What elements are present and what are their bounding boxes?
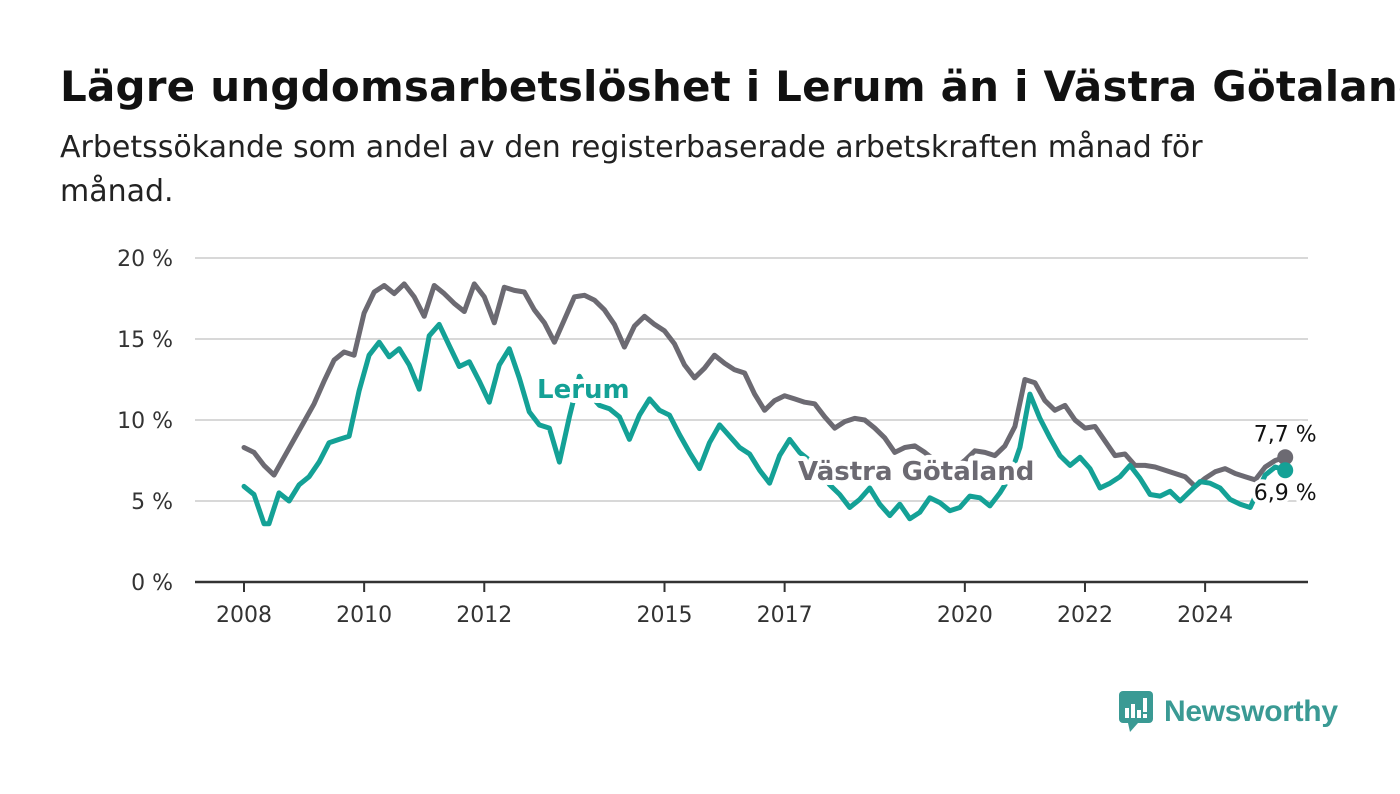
series-label: Västra Götaland [798,457,1034,487]
y-tick-label: 0 % [131,571,173,596]
newsworthy-logo-icon [1119,691,1153,732]
series-lines [241,281,1288,527]
brand-name: Newsworthy [1164,695,1338,728]
x-tick-label: 2010 [336,603,392,628]
chart-title: Lägre ungdomsarbetslöshet i Lerum än i V… [60,62,1400,111]
y-tick-label: 20 % [117,247,173,272]
gridlines [195,257,1308,592]
y-axis-labels: 0 % 5 % 10 % 15 % 20 % [117,247,173,596]
x-tick-label: 2012 [456,603,512,628]
y-tick-label: 15 % [117,328,173,353]
end-value-label: 6,9 % [1254,481,1317,506]
x-tick-label: 2008 [216,603,272,628]
x-tick-label: 2015 [636,603,692,628]
y-tick-label: 5 % [131,490,173,515]
x-tick-label: 2020 [937,603,993,628]
series-line-vastra-gotaland [241,281,1288,489]
x-tick-label: 2024 [1177,603,1233,628]
end-label-halo: 6,9 % [1254,481,1317,506]
x-axis-labels: 2008 2010 2012 2015 2017 2020 2022 2024 [216,603,1233,628]
y-tick-label: 10 % [117,409,173,434]
series-label-halo: Västra Götaland [798,457,1034,487]
end-point [1277,449,1294,466]
end-value-label: 7,7 % [1254,422,1317,447]
end-label-halo: 7,7 % [1254,422,1317,447]
end-point [1277,462,1294,479]
series-label-halo: Lerum [537,375,630,405]
chart-subtitle: Arbetssökande som andel av den registerb… [60,130,1203,209]
series-label: Lerum [537,375,630,405]
x-tick-label: 2017 [757,603,813,628]
series-line-lerum [241,321,1288,527]
x-tick-label: 2022 [1057,603,1113,628]
newsworthy-brand[interactable]: Newsworthy [1118,690,1338,734]
